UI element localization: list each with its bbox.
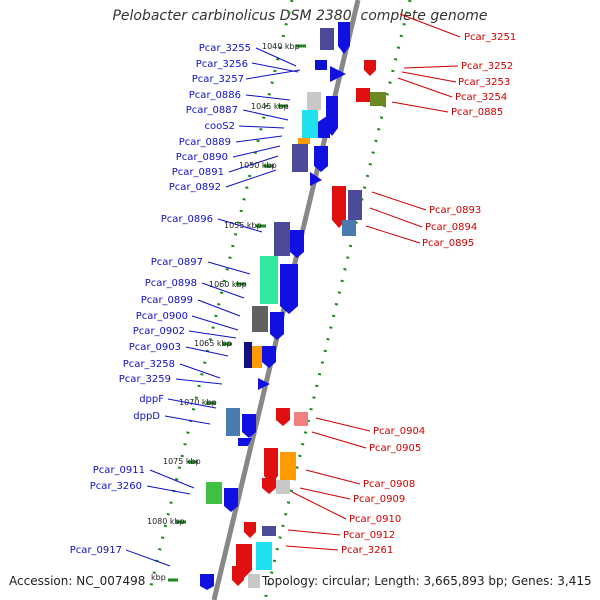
gene-label[interactable]: Pcar_0890 [176, 152, 228, 163]
kbp-label: 1060 kbp [209, 280, 247, 289]
kbp-label: 1040 kbp [262, 42, 300, 51]
kbp-ticks [168, 44, 306, 582]
gene-label[interactable]: Pcar_3257 [192, 74, 244, 85]
gene-label[interactable]: Pcar_0900 [136, 311, 188, 322]
forward-gene-arrows[interactable] [200, 22, 350, 590]
gene-label[interactable]: dppD [133, 411, 160, 422]
gene-label[interactable]: cooS2 [205, 121, 235, 132]
map-title: Pelobacter carbinolicus DSM 2380, comple… [112, 8, 488, 24]
gene-label[interactable]: Pcar_0886 [189, 90, 241, 101]
gene-label[interactable]: Pcar_0903 [129, 342, 181, 353]
gene-label[interactable]: Pcar_0905 [369, 443, 421, 454]
gene-label[interactable]: Pcar_0889 [179, 137, 231, 148]
kbp-label: 1065 kbp [194, 339, 232, 348]
gene-label[interactable]: Pcar_0902 [133, 326, 185, 337]
gene-label[interactable]: Pcar_0910 [349, 514, 401, 525]
gene-label[interactable]: Pcar_3255 [199, 43, 251, 54]
gene-label[interactable]: Pcar_0897 [151, 257, 203, 268]
gene-label[interactable]: Pcar_0896 [161, 214, 213, 225]
gene-label[interactable]: Pcar_0891 [172, 167, 224, 178]
gene-label[interactable]: Pcar_0899 [141, 295, 193, 306]
gene-label[interactable]: Pcar_0904 [373, 426, 425, 437]
gene-label[interactable]: Pcar_0917 [70, 545, 122, 556]
gene-label[interactable]: Pcar_0894 [425, 222, 477, 233]
gene-label[interactable]: Pcar_3256 [196, 59, 248, 70]
forward-gene-bars[interactable] [206, 28, 334, 504]
gene-label[interactable]: Pcar_0912 [343, 530, 395, 541]
kbp-label: 1050 kbp [239, 161, 277, 170]
left-leader-lines [125, 47, 301, 567]
gene-label[interactable]: Pcar_3259 [119, 374, 171, 385]
gene-label[interactable]: dppF [139, 394, 164, 405]
gene-label[interactable]: Pcar_0885 [451, 107, 503, 118]
kbp-label: 1055 kbp [224, 221, 262, 230]
accession-label: Accession: NC_007498 [9, 574, 146, 588]
gene-label[interactable]: Pcar_0895 [422, 238, 474, 249]
topology-label: Topology: circular; Length: 3,665,893 bp… [262, 574, 592, 588]
gene-label[interactable]: Pcar_0908 [363, 479, 415, 490]
kbp-label: 1075 kbp [163, 457, 201, 466]
gene-label[interactable]: Pcar_3252 [461, 61, 513, 72]
gene-label[interactable]: Pcar_0911 [93, 465, 145, 476]
gene-label[interactable]: Pcar_0893 [429, 205, 481, 216]
gene-label[interactable]: Pcar_3261 [341, 545, 393, 556]
gene-label[interactable]: Pcar_0909 [353, 494, 405, 505]
gene-label[interactable]: Pcar_0898 [145, 278, 197, 289]
gene-label[interactable]: Pcar_3260 [90, 481, 142, 492]
gene-label[interactable]: Pcar_0887 [186, 105, 238, 116]
kbp-label: kbp [151, 573, 166, 582]
gene-label[interactable]: Pcar_3254 [455, 92, 507, 103]
kbp-label: 1070 kbp [179, 398, 217, 407]
outer-guide-left [148, 0, 294, 591]
gene-label[interactable]: Pcar_3253 [458, 77, 510, 88]
right-leader-lines [285, 13, 461, 551]
gene-label[interactable]: Pcar_3258 [123, 359, 175, 370]
gene-label[interactable]: Pcar_3251 [464, 32, 516, 43]
kbp-label: 1045 kbp [251, 102, 289, 111]
reverse-gene-features[interactable] [232, 60, 386, 588]
kbp-label: 1080 kbp [147, 517, 185, 526]
gene-label[interactable]: Pcar_0892 [169, 182, 221, 193]
